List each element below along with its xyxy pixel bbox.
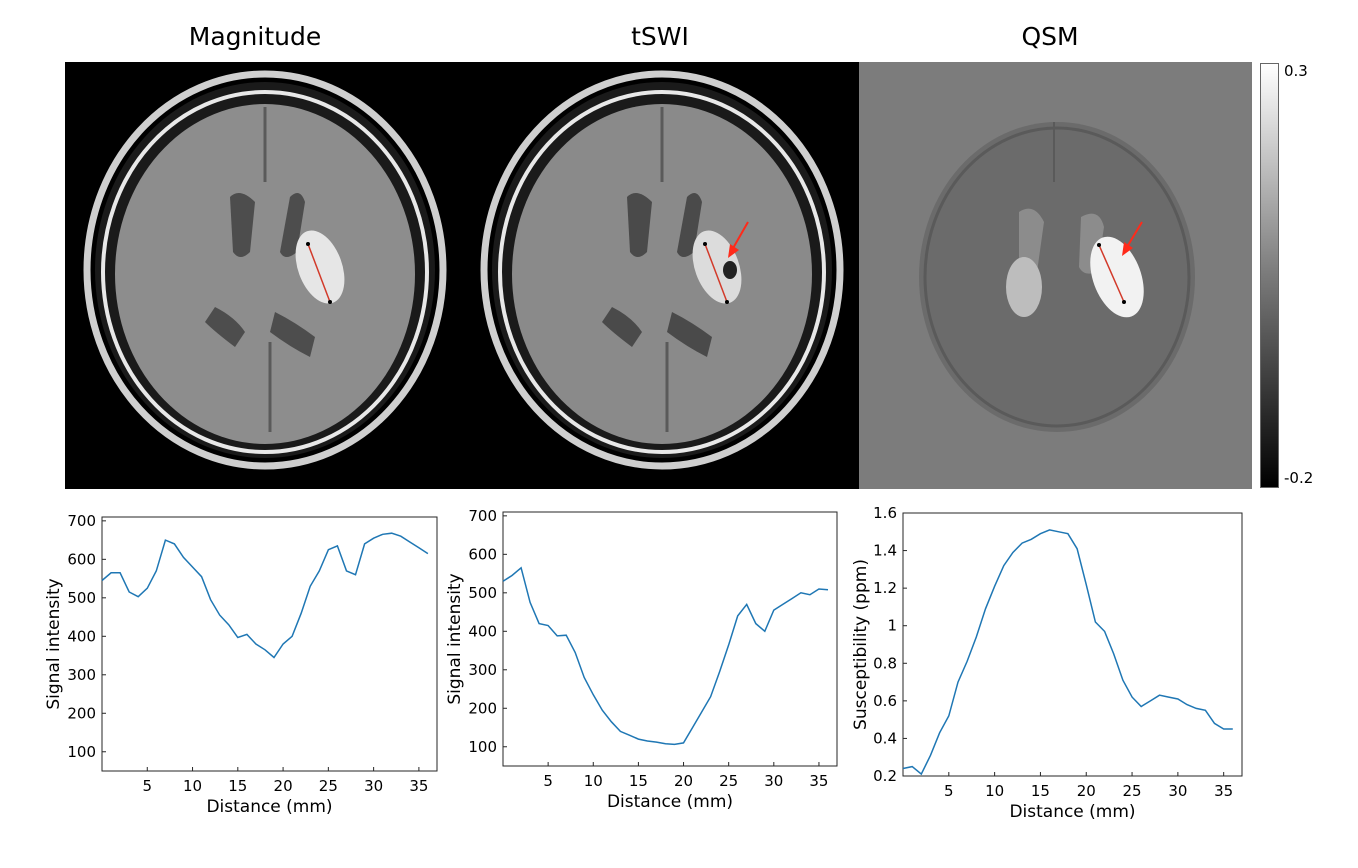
y-tick-label: 500 <box>67 589 96 607</box>
profile-line <box>502 566 829 746</box>
x-tick-label: 35 <box>409 777 428 795</box>
x-tick-label: 10 <box>985 782 1004 800</box>
x-tick-label: 30 <box>364 777 383 795</box>
y-tick-label: 200 <box>67 704 96 722</box>
x-tick-label: 10 <box>183 777 202 795</box>
x-tick-label: 25 <box>719 772 738 790</box>
x-axis-label: Distance (mm) <box>206 797 332 817</box>
y-tick-label: 300 <box>67 666 96 684</box>
x-tick-label: 20 <box>1077 782 1096 800</box>
panel-title-qsm: QSM <box>1021 22 1079 51</box>
x-tick-label: 5 <box>944 782 954 800</box>
y-axis-label: Susceptibility (ppm) <box>851 559 871 730</box>
x-tick-label: 20 <box>274 777 293 795</box>
x-tick-label: 15 <box>228 777 247 795</box>
x-tick-label: 5 <box>543 772 553 790</box>
x-tick-label: 35 <box>809 772 828 790</box>
x-tick-label: 5 <box>142 777 152 795</box>
x-tick-label: 30 <box>764 772 783 790</box>
y-tick-label: 400 <box>67 627 96 645</box>
y-tick-label: 100 <box>468 738 497 756</box>
y-tick-label: 300 <box>468 661 497 679</box>
y-tick-label: 1.4 <box>873 542 897 560</box>
y-tick-label: 700 <box>67 512 96 530</box>
y-tick-label: 700 <box>468 507 497 525</box>
qsm-colorbar <box>1260 63 1279 488</box>
x-axis-label: Distance (mm) <box>607 792 733 812</box>
panel-title-magnitude: Magnitude <box>188 22 322 51</box>
x-axis-label: Distance (mm) <box>1009 802 1135 822</box>
y-tick-label: 0.8 <box>873 654 897 672</box>
y-tick-label: 1.2 <box>873 579 897 597</box>
profile-line <box>101 532 429 659</box>
tswi-image <box>462 62 859 489</box>
x-tick-label: 15 <box>629 772 648 790</box>
y-axis-label: Signal intensity <box>44 578 64 709</box>
y-tick-label: 0.2 <box>873 767 897 785</box>
x-tick-label: 30 <box>1168 782 1187 800</box>
profile-line <box>902 529 1233 776</box>
x-tick-label: 25 <box>319 777 338 795</box>
x-tick-label: 20 <box>674 772 693 790</box>
colorbar-max-label: 0.3 <box>1284 62 1308 80</box>
panel-title-tswi: tSWI <box>631 22 689 51</box>
x-tick-label: 25 <box>1123 782 1142 800</box>
colorbar-min-label: -0.2 <box>1284 469 1314 487</box>
plot-frame <box>101 516 438 772</box>
y-tick-label: 0.4 <box>873 729 897 747</box>
qsm-image <box>859 62 1252 489</box>
y-tick-label: 200 <box>468 699 497 717</box>
y-tick-label: 400 <box>468 622 497 640</box>
y-tick-label: 0.6 <box>873 692 897 710</box>
y-tick-label: 600 <box>468 545 497 563</box>
x-tick-label: 15 <box>1031 782 1050 800</box>
plot-frame <box>502 511 838 767</box>
y-tick-label: 1 <box>887 617 897 635</box>
y-tick-label: 1.6 <box>873 504 897 522</box>
x-tick-label: 10 <box>584 772 603 790</box>
y-axis-label: Signal intensity <box>445 573 465 704</box>
magnitude-image <box>65 62 462 489</box>
y-tick-label: 500 <box>468 584 497 602</box>
plot-frame <box>902 512 1243 777</box>
x-tick-label: 35 <box>1214 782 1233 800</box>
y-tick-label: 100 <box>67 743 96 761</box>
y-tick-label: 600 <box>67 550 96 568</box>
